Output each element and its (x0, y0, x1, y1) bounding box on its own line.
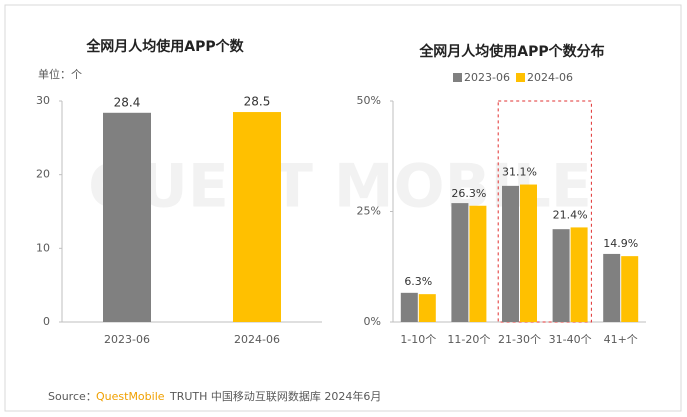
legend-swatch (516, 73, 525, 82)
bar (418, 294, 436, 322)
bar (621, 256, 639, 322)
bar (103, 112, 151, 322)
value-label: 14.9% (603, 237, 638, 250)
legend-label: 2023-06 (464, 71, 510, 84)
value-label: 28.4 (114, 95, 141, 109)
highlight-box (497, 100, 592, 323)
bar (400, 292, 418, 322)
bar (451, 203, 469, 322)
source-prefix: Source： (48, 390, 97, 403)
legend-label: 2024-06 (527, 71, 573, 84)
y-tick-label: 50% (357, 94, 381, 107)
y-tick-label: 25% (357, 205, 381, 218)
value-label: 6.3% (404, 275, 432, 288)
bar (552, 229, 570, 322)
bar (570, 227, 588, 322)
value-label: 31.1% (502, 166, 537, 179)
y-tick-label: 30 (36, 94, 50, 107)
x-tick-label: 41+个 (604, 333, 638, 346)
y-tick-label: 20 (36, 168, 50, 181)
y-tick-label: 10 (36, 241, 50, 254)
y-axis-label: 单位：个 (38, 67, 82, 81)
x-tick-label: 2024-06 (234, 333, 280, 346)
y-tick-label: 0% (364, 315, 381, 328)
bar (502, 185, 519, 322)
bar (233, 112, 281, 322)
value-label: 26.3% (451, 187, 486, 200)
value-label: 21.4% (553, 208, 588, 221)
bar (520, 184, 537, 322)
legend-swatch (453, 73, 462, 82)
chart-title: 全网月人均使用APP个数 (85, 38, 244, 55)
value-label: 28.5 (244, 95, 271, 109)
x-tick-label: 2023-06 (104, 333, 150, 346)
bar (469, 205, 487, 322)
x-tick-label: 31-40个 (549, 333, 592, 346)
x-tick-label: 1-10个 (400, 333, 436, 346)
x-tick-label: 21-30个 (498, 333, 541, 346)
bar (603, 253, 621, 322)
chart-title: 全网月人均使用APP个数分布 (418, 43, 604, 60)
x-tick-label: 11-20个 (447, 333, 490, 346)
source-text: TRUTH 中国移动互联网数据库 2024年6月 (169, 389, 381, 403)
source-brand: QuestMobile (96, 390, 165, 403)
y-tick-label: 0 (43, 315, 50, 328)
